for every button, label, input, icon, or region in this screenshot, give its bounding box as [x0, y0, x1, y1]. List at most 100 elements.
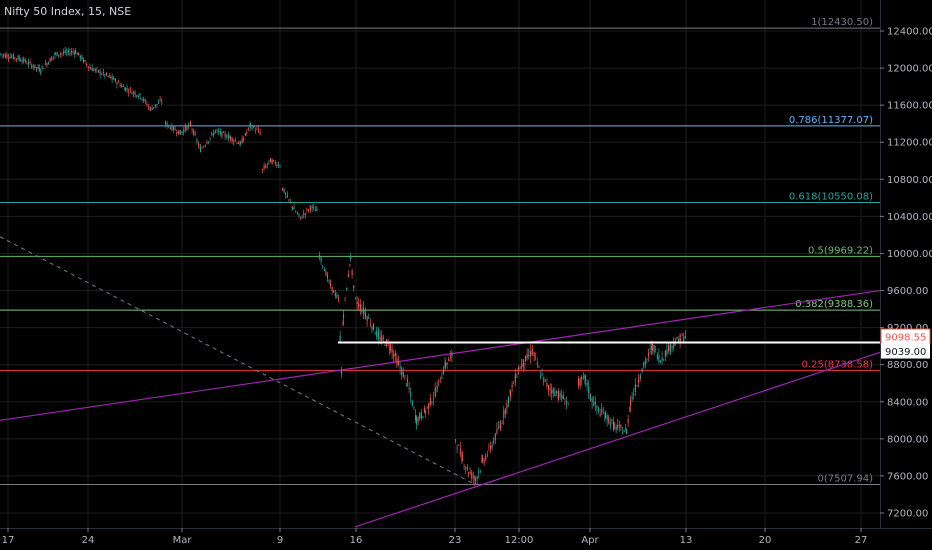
candle — [415, 415, 417, 421]
candle — [533, 352, 535, 357]
upper-trendline[interactable] — [0, 289, 881, 421]
candle — [524, 363, 526, 365]
price-tick-label: 8400.00 — [887, 397, 928, 408]
candle — [87, 66, 89, 69]
candle — [401, 368, 403, 375]
candle — [319, 254, 321, 258]
candle — [461, 453, 463, 462]
lower-trendline[interactable] — [354, 334, 932, 528]
candle — [102, 71, 104, 74]
price-tick-label: 11200.00 — [887, 138, 932, 149]
candle — [525, 355, 527, 362]
candle — [285, 193, 287, 195]
candle — [384, 345, 386, 347]
candle — [334, 292, 336, 296]
price-tick-label: 11600.00 — [887, 101, 932, 112]
candle — [510, 391, 512, 396]
candle — [116, 82, 118, 85]
candle — [609, 423, 611, 426]
price-tick-label: 8800.00 — [887, 360, 928, 371]
candle — [602, 412, 604, 414]
candle — [212, 133, 214, 136]
candle — [373, 323, 375, 330]
candle — [652, 343, 654, 351]
candle — [226, 137, 228, 139]
candle — [310, 207, 312, 210]
candle — [671, 346, 673, 347]
candle — [227, 134, 229, 139]
candle — [16, 58, 18, 60]
candle — [153, 107, 155, 108]
candle — [4, 54, 6, 58]
candle — [168, 125, 170, 127]
candle — [511, 384, 513, 388]
candle — [143, 98, 145, 101]
time-tick-label: Mar — [173, 535, 193, 546]
candle — [338, 298, 340, 300]
candle — [426, 406, 428, 408]
candle — [110, 76, 112, 78]
candle — [488, 446, 490, 448]
candle — [75, 50, 77, 54]
candle — [633, 393, 635, 395]
candle — [259, 132, 261, 135]
candle — [456, 447, 458, 449]
candle — [323, 269, 325, 272]
candle — [379, 336, 381, 341]
symbol-title[interactable]: Nifty 50 Index, 15, NSE — [4, 5, 132, 18]
candle — [410, 392, 412, 396]
candle — [378, 333, 380, 336]
candle — [215, 130, 217, 132]
candle — [28, 61, 30, 65]
candle — [466, 466, 468, 470]
candle — [122, 86, 124, 87]
candle — [407, 378, 409, 382]
time-axis[interactable]: 17 24 Mar 9 16 23 12:00 Apr 13 20 27 — [0, 528, 932, 550]
candle — [279, 166, 281, 168]
candle — [36, 67, 38, 69]
candle — [169, 127, 171, 129]
candle — [253, 126, 255, 128]
candle — [179, 130, 181, 134]
candle — [159, 99, 161, 101]
candle — [630, 400, 632, 406]
candle — [394, 353, 396, 357]
candle — [339, 335, 341, 342]
candle — [396, 358, 398, 366]
candle — [579, 378, 581, 387]
candle — [128, 91, 130, 93]
fibonacci-retracement[interactable]: 1(12430.50) 0.786(11377.07) 0.618(10550.08… — [0, 17, 880, 485]
candle — [455, 439, 457, 441]
price-axis[interactable]: 12400.00 12000.00 11600.00 11200.00 10800.00… — [880, 0, 932, 550]
dashed-projection-line[interactable] — [0, 236, 476, 485]
candle — [549, 388, 551, 391]
candle — [680, 339, 682, 341]
price-tick-label: 10800.00 — [887, 175, 932, 186]
candle — [31, 64, 33, 68]
fib-level-label: 1(12430.50) — [811, 17, 873, 28]
candle — [623, 430, 625, 433]
candle — [194, 134, 196, 135]
candle — [676, 337, 678, 339]
candle — [177, 130, 179, 135]
time-axis-background — [0, 528, 880, 550]
candle — [121, 85, 123, 87]
candle — [413, 406, 415, 408]
candle — [1, 54, 3, 56]
candle — [640, 376, 642, 379]
plot-background — [0, 0, 880, 528]
candle — [458, 445, 460, 446]
candle — [465, 467, 467, 469]
candle — [223, 132, 225, 133]
candle — [546, 382, 548, 387]
candle — [246, 132, 248, 133]
candle — [230, 136, 232, 140]
candle — [139, 93, 141, 96]
candle — [416, 417, 418, 425]
candle — [282, 187, 284, 191]
candle — [472, 477, 474, 479]
candle — [684, 335, 686, 339]
candle — [300, 216, 302, 218]
drawing-lines[interactable] — [0, 236, 932, 528]
